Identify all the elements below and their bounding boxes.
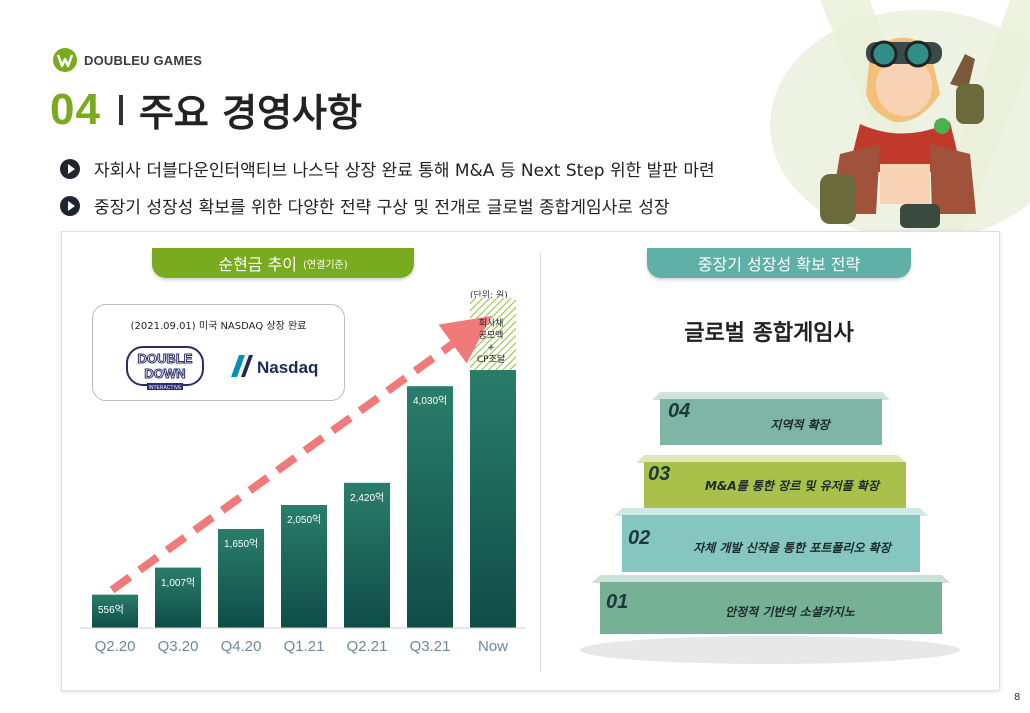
logo-text: DOUBLEU GAMES [84,52,203,68]
bar-q4-20 [218,529,264,628]
company-logo: DOUBLEU GAMES [52,45,202,75]
play-bullet-icon [60,158,80,179]
chart-labels-layer: 556억 Q2.20 1,007억 Q3.20 1,650억 Q4.20 2,050억 Q1.… [80,290,530,670]
net-cash-subtitle: (연결기준) [303,259,348,271]
step-01-number: 01 [606,591,629,613]
step-03-label: M&A를 통한 장르 및 유저풀 확장 [704,479,880,493]
bar-q3-21 [407,386,453,628]
nasdaq-caption: (2021.09.01) 미국 NASDAQ 상장 완료 [130,321,307,332]
nasdaq-logo: Nasdaq [231,355,318,377]
step-04-label: 지역적 확장 [770,418,830,432]
step-02-block [622,515,920,572]
category-label: Q3.21 [409,638,451,655]
step-01-label: 안정적 기반의 소셜카지노 [725,605,855,619]
net-cash-bar-chart [80,298,525,629]
net-cash-title: 순현금 추이 [218,255,298,274]
bullet-text-2: 중장기 성장성 확보를 위한 다양한 전략 구상 및 전개로 글로벌 종합게임사… [94,198,670,218]
bar-q2-20 [92,594,138,628]
bar-q3-20 [155,567,201,628]
category-label: Q2.20 [94,638,136,655]
bar-q1-21 [281,505,327,628]
category-label: Now [477,638,508,655]
bar-q2-21 [344,482,390,628]
nasdaq-listing-box: (2021.09.01) 미국 NASDAQ 상장 완료 DOUBLE DOWN… [92,304,345,401]
growth-trend-arrow [109,315,492,594]
character-illustration [820,37,984,228]
strategy-title: 중장기 성장성 확보 전략 [697,255,861,274]
page-title: 04 주요 경영사항 [50,82,362,137]
svg-text:DOUBLE: DOUBLE [138,351,193,366]
now-note-line: 공모액 [478,331,504,341]
doubleu-w-icon [53,48,77,72]
now-note-line: 회사채 [478,319,504,329]
global-game-company-heading: 글로벌 종합게임사 [684,321,854,346]
panel-divider [540,252,541,672]
doubledown-logo: DOUBLE DOWN INTERACTIVE [126,346,204,391]
play-bullet-icon [60,195,80,216]
now-note-line: CP조달 [476,355,506,365]
unit-label: (단위: 원) [470,291,508,301]
category-label: Q4.20 [220,638,262,655]
bullet-item-1: 자회사 더블다운인터액티브 나스닥 상장 완료 통해 M&A 등 Next St… [60,156,715,181]
bar-value-label: 1,650억 [224,539,259,550]
step-03-block [644,462,906,508]
bullet-text-1: 자회사 더블다운인터액티브 나스닥 상장 완료 통해 M&A 등 Next St… [94,161,715,181]
strategy-title-pill: 중장기 성장성 확보 전략 [647,248,911,278]
step-03-number: 03 [648,463,671,485]
title-number: 04 [50,84,101,134]
step-01-block [600,582,942,634]
svg-text:DOWN: DOWN [144,366,185,381]
bar-value-label: 2,420억 [350,492,385,504]
bar-value-label: 4,030억 [413,396,448,408]
category-label: Q1.21 [283,638,325,655]
step-04-number: 04 [668,400,691,422]
bullet-item-2: 중장기 성장성 확보를 위한 다양한 전략 구상 및 전개로 글로벌 종합게임사… [60,193,670,218]
bar-value-label: 1,007억 [161,577,196,589]
now-note-line: + [487,343,495,353]
bar-now [470,370,516,628]
bar-value-label: 556억 [98,604,124,616]
page-number: 8 [1014,692,1021,703]
step-02-label: 자체 개발 신작을 통한 포트폴리오 확장 [693,541,891,555]
nasdaq-logo-text: Nasdaq [257,358,318,377]
bar-value-label: 2,050억 [287,515,322,526]
net-cash-title-pill: 순현금 추이 (연결기준) [152,248,414,278]
title-text: 주요 경영사항 [138,91,362,135]
svg-text:INTERACTIVE: INTERACTIVE [148,385,182,391]
category-label: Q2.21 [346,638,388,655]
strategy-pyramid [580,392,960,664]
step-02-number: 02 [628,527,651,549]
now-note: 회사채 공모액 + CP조달 [468,318,514,366]
category-label: Q3.20 [157,638,199,655]
step-04-block [660,399,882,445]
title-separator [118,94,123,125]
